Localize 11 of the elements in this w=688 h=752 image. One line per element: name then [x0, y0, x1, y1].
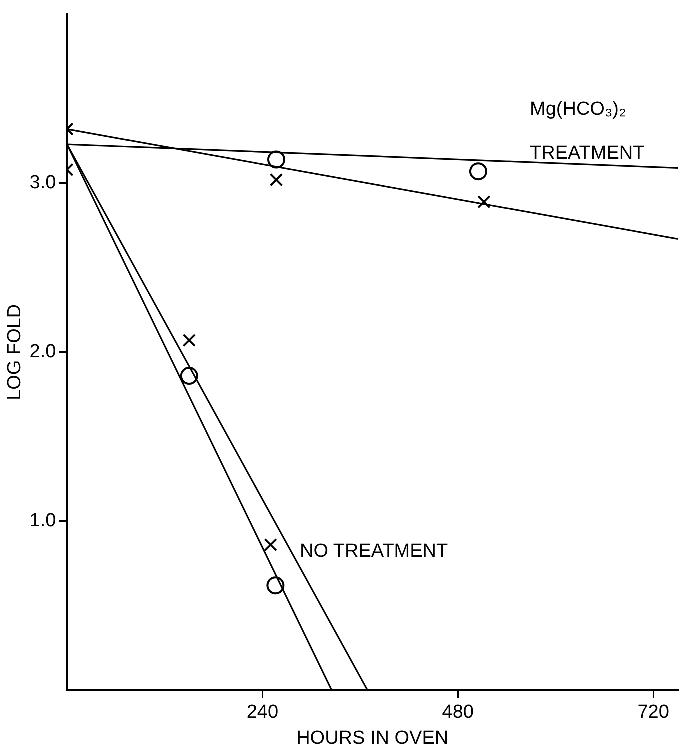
annotation: NO TREATMENT — [300, 541, 449, 562]
annotation: TREATMENT — [530, 143, 646, 164]
annotation: Mg(HCO₃)₂ — [530, 99, 626, 120]
y-axis-title: LOG FOLD — [4, 304, 26, 400]
y-tick-label: 2.0 — [30, 342, 56, 363]
x-tick-label: 720 — [638, 702, 670, 724]
x-tick-label: 480 — [442, 702, 474, 724]
x-axis-title: HOURS IN OVEN — [296, 728, 449, 749]
y-tick-label: 1.0 — [30, 510, 56, 532]
x-tick-label: 240 — [246, 702, 279, 724]
y-tick-label: 3.0 — [30, 172, 56, 194]
